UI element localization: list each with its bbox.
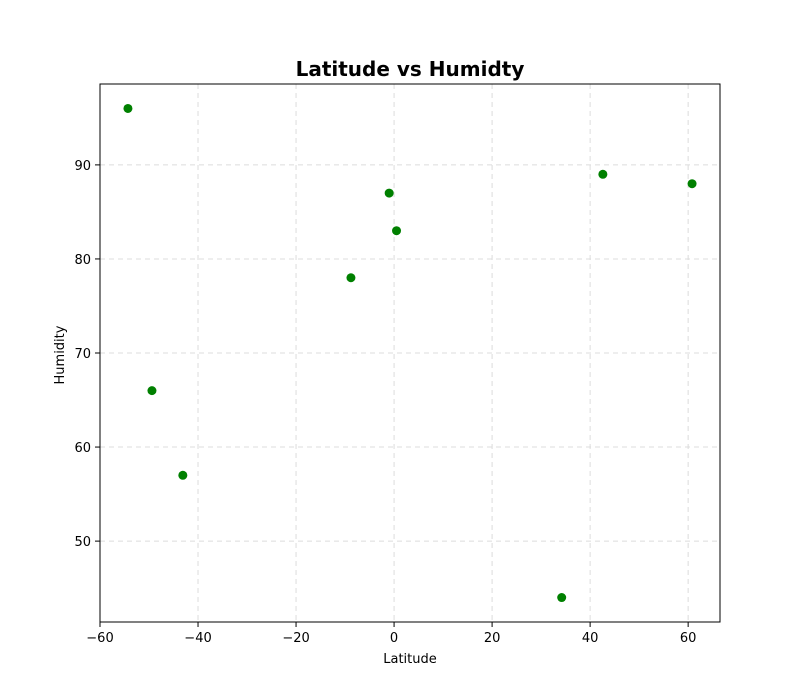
data-point	[687, 179, 697, 189]
data-point	[123, 103, 133, 113]
data-point	[178, 470, 188, 480]
data-point	[557, 593, 567, 603]
data-point	[147, 386, 157, 396]
data-point	[392, 226, 402, 236]
data-point	[346, 273, 356, 283]
data-point	[598, 169, 608, 179]
y-tick-label: 70	[74, 347, 91, 362]
data-points	[123, 103, 697, 603]
x-tick-label: −60	[86, 631, 113, 646]
chart-title: Latitude vs Humidty	[296, 57, 525, 81]
y-tick-label: 90	[74, 159, 91, 174]
data-point	[384, 188, 394, 198]
x-tick-label: 0	[390, 631, 398, 646]
y-tick-label: 80	[74, 253, 91, 268]
x-axis-label: Latitude	[383, 652, 437, 667]
x-axis-ticks: −60 −40 −20 0 20 40 60	[86, 622, 696, 646]
x-tick-label: 40	[582, 631, 599, 646]
y-axis-label: Humidity	[53, 325, 68, 384]
y-axis-ticks: 50 60 70 80 90	[74, 159, 100, 550]
x-tick-label: 20	[484, 631, 501, 646]
x-tick-label: 60	[680, 631, 697, 646]
x-tick-label: −20	[282, 631, 309, 646]
y-tick-label: 50	[74, 535, 91, 550]
x-tick-label: −40	[184, 631, 211, 646]
y-tick-label: 60	[74, 441, 91, 456]
grid	[99, 84, 720, 622]
